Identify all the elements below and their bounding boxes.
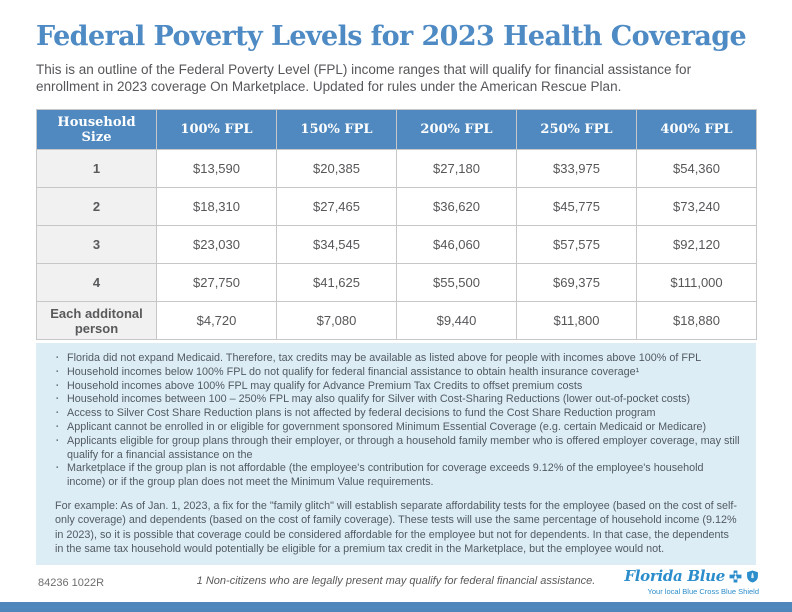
- header-250-fpl: 250% FPL: [516, 109, 637, 150]
- bullet-marker: [48, 407, 67, 421]
- header-household-size: Household Size: [36, 109, 157, 150]
- florida-blue-logo: Florida Blue Your local Blue Cross Blue …: [624, 567, 759, 596]
- row-value: $41,625: [276, 263, 397, 302]
- table-header-row: Household Size 100% FPL 150% FPL 200% FP…: [36, 109, 757, 150]
- row-value: $7,080: [276, 301, 397, 340]
- header-150-fpl: 150% FPL: [276, 109, 397, 150]
- logo-tagline: Your local Blue Cross Blue Shield: [647, 587, 759, 596]
- bullet-text: Marketplace if the group plan is not aff…: [67, 462, 704, 489]
- bullet-item: Access to Silver Cost Share Reduction pl…: [48, 407, 742, 421]
- row-value: $45,775: [516, 187, 637, 226]
- row-value: $27,750: [156, 263, 277, 302]
- blue-cross-icon: [729, 570, 742, 582]
- bullet-text: Household incomes between 100 – 250% FPL…: [67, 393, 691, 406]
- row-label: Each additonal person: [36, 301, 157, 340]
- table-row: 2 $18,310 $27,465 $36,620 $45,775 $73,24…: [36, 187, 757, 226]
- table-row: 4 $27,750 $41,625 $55,500 $69,375 $111,0…: [36, 263, 757, 302]
- document-page: Federal Poverty Levels for 2023 Health C…: [0, 0, 792, 565]
- bullet-text: Household incomes above 100% FPL may qua…: [67, 379, 583, 392]
- blue-shield-icon: [747, 570, 758, 582]
- bullet-text: Access to Silver Cost Share Reduction pl…: [67, 407, 656, 420]
- footer: 84236 1022R 1 Non-citizens who are legal…: [0, 554, 792, 602]
- page-title: Federal Poverty Levels for 2023 Health C…: [36, 21, 747, 52]
- bullet-text: Household incomes below 100% FPL do not …: [67, 365, 640, 378]
- bullet-marker: [48, 462, 67, 490]
- row-value: $92,120: [636, 225, 757, 264]
- row-value: $9,440: [396, 301, 517, 340]
- bullet-item: Household incomes above 100% FPL may qua…: [48, 380, 742, 394]
- row-value: $69,375: [516, 263, 637, 302]
- footnote: 1 Non-citizens who are legally present m…: [196, 575, 596, 587]
- bullet-text: Applicants eligible for group plans thro…: [67, 434, 740, 461]
- bullet-item: Applicant cannot be enrolled in or eligi…: [48, 421, 742, 435]
- row-value: $46,060: [396, 225, 517, 264]
- header-400-fpl: 400% FPL: [636, 109, 757, 150]
- row-value: $20,385: [276, 149, 397, 188]
- row-label: 1: [36, 149, 157, 188]
- example-paragraph: For example: As of Jan. 1, 2023, a fix f…: [55, 499, 738, 555]
- row-value: $73,240: [636, 187, 757, 226]
- row-value: $55,500: [396, 263, 517, 302]
- table-row: 3 $23,030 $34,545 $46,060 $57,575 $92,12…: [36, 225, 757, 264]
- bullet-item: Household incomes below 100% FPL do not …: [48, 366, 742, 380]
- row-value: $54,360: [636, 149, 757, 188]
- row-value: $57,575: [516, 225, 637, 264]
- row-value: $34,545: [276, 225, 397, 264]
- row-value: $27,465: [276, 187, 397, 226]
- florida-blue-logo-text: Florida Blue: [624, 567, 725, 585]
- bullet-item: Florida did not expand Medicaid. Therefo…: [48, 352, 742, 366]
- row-value: $23,030: [156, 225, 277, 264]
- bullet-text: Florida did not expand Medicaid. Therefo…: [67, 352, 702, 364]
- row-value: $111,000: [636, 263, 757, 302]
- row-value: $4,720: [156, 301, 277, 340]
- header-200-fpl: 200% FPL: [396, 109, 517, 150]
- row-value: $13,590: [156, 149, 277, 188]
- table-row: 1 $13,590 $20,385 $27,180 $33,975 $54,36…: [36, 149, 757, 188]
- doc-code: 84236 1022R: [38, 577, 105, 589]
- bullet-item: Household incomes between 100 – 250% FPL…: [48, 393, 742, 407]
- row-label: 2: [36, 187, 157, 226]
- bullet-marker: [48, 380, 67, 394]
- header-100-fpl: 100% FPL: [156, 109, 277, 150]
- bullet-marker: [48, 421, 67, 435]
- row-value: $18,310: [156, 187, 277, 226]
- row-value: $27,180: [396, 149, 517, 188]
- page-subtitle: This is an outline of the Federal Povert…: [36, 62, 692, 94]
- row-value: $18,880: [636, 301, 757, 340]
- bullet-item: Marketplace if the group plan is not aff…: [48, 462, 742, 490]
- fpl-table: Household Size 100% FPL 150% FPL 200% FP…: [36, 109, 757, 340]
- bullet-marker: [48, 435, 67, 463]
- row-value: $11,800: [516, 301, 637, 340]
- notes-panel: Florida did not expand Medicaid. Therefo…: [36, 343, 756, 566]
- bullet-text: Applicant cannot be enrolled in or eligi…: [67, 420, 707, 433]
- table-row: Each additonal person $4,720 $7,080 $9,4…: [36, 301, 757, 340]
- row-label: 4: [36, 263, 157, 302]
- row-value: $33,975: [516, 149, 637, 188]
- bullet-marker: [48, 352, 67, 366]
- bottom-bar: [0, 602, 792, 612]
- row-value: $36,620: [396, 187, 517, 226]
- bullet-marker: [48, 366, 67, 380]
- bullet-marker: [48, 393, 67, 407]
- row-label: 3: [36, 225, 157, 264]
- bullet-item: Applicants eligible for group plans thro…: [48, 435, 742, 463]
